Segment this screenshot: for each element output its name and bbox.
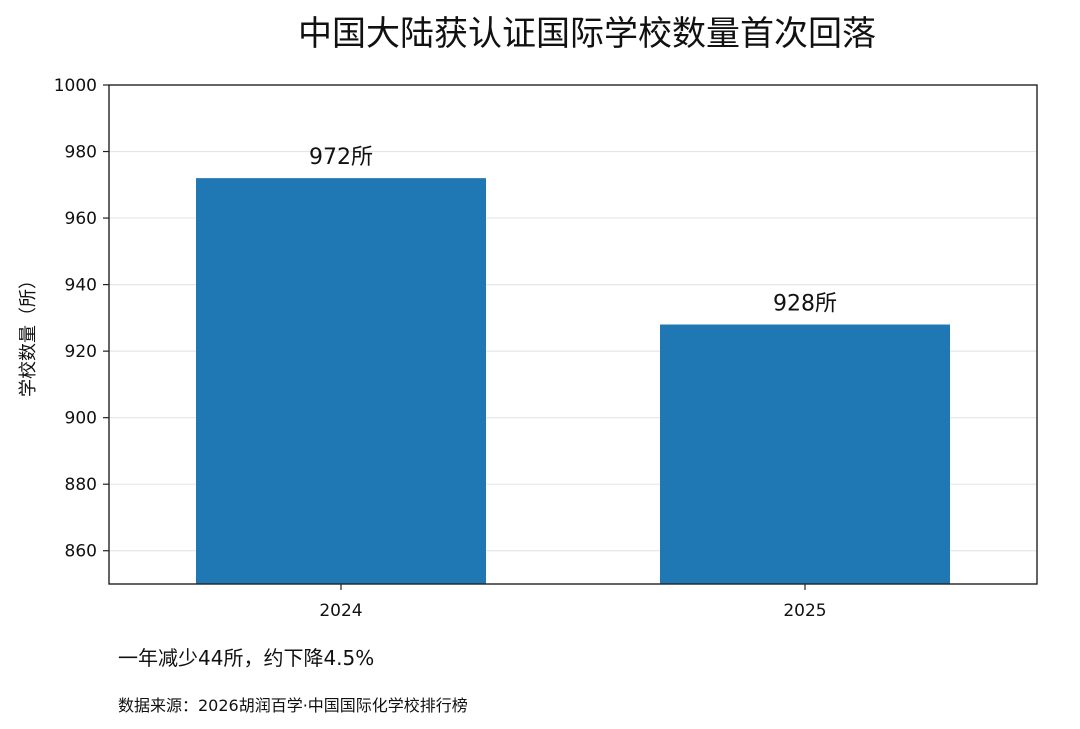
data-labels: 972所 928所 <box>309 145 837 316</box>
y-axis-ticks: 860 880 900 920 940 960 980 1000 <box>54 76 109 562</box>
bars <box>196 178 950 584</box>
x-axis-ticks: 2024 2025 <box>319 584 827 621</box>
y-tick-label: 980 <box>65 143 97 163</box>
x-tick-label: 2025 <box>783 601 826 621</box>
y-tick-label: 960 <box>65 209 97 229</box>
y-axis-label: 学校数量（所） <box>18 271 39 397</box>
plot-frame <box>108 84 1038 585</box>
bar <box>660 324 950 584</box>
y-tick-label: 880 <box>65 475 97 495</box>
y-tick-label: 920 <box>65 342 97 362</box>
chart-title: 中国大陆获认证国际学校数量首次回落 <box>298 14 876 54</box>
y-tick-label: 940 <box>65 276 97 296</box>
y-tick-label: 860 <box>65 542 97 562</box>
y-tick-label: 1000 <box>54 76 97 96</box>
y-tick-label: 900 <box>65 409 97 429</box>
source-note: 数据来源：2026胡润百学·中国国际化学校排行榜 <box>118 696 468 715</box>
bar <box>196 178 486 584</box>
summary-note: 一年减少44所，约下降4.5% <box>118 646 375 670</box>
bar-data-label: 972所 <box>309 145 373 170</box>
bar-data-label: 928所 <box>773 292 837 317</box>
x-tick-label: 2024 <box>319 601 362 621</box>
